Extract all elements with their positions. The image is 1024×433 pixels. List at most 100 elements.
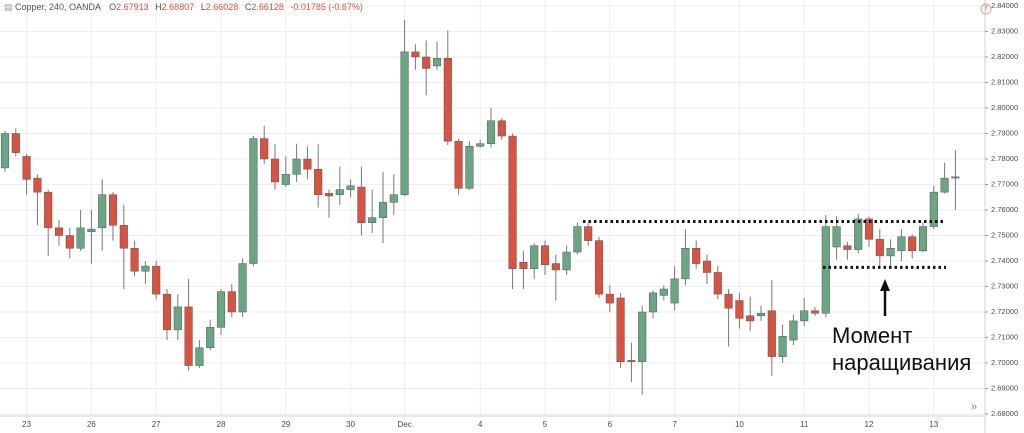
- arrow-head: [880, 279, 890, 291]
- ohlc-label: H: [155, 2, 162, 12]
- x-tick-label: 13: [929, 420, 938, 429]
- candle-body: [713, 272, 722, 295]
- candle-body: [508, 135, 517, 269]
- candle-body: [173, 306, 182, 331]
- candle-body: [476, 143, 485, 147]
- candle-body: [897, 236, 906, 252]
- alert-icon[interactable]: [980, 3, 992, 15]
- y-tick-label: 2.78000: [991, 154, 1018, 163]
- candle-body: [864, 218, 874, 240]
- candle-body: [735, 300, 744, 319]
- candle-body: [778, 335, 787, 357]
- candle-body: [411, 51, 420, 58]
- candle-body: [854, 218, 863, 250]
- candle-body: [821, 226, 830, 314]
- candle-body: [681, 248, 690, 280]
- labels: 2.68000 2.69000 2.70000 2.71000 2.72000 2.730…: [22, 1, 1018, 429]
- annotation: наращивания: [832, 350, 971, 375]
- candle-body: [33, 177, 42, 193]
- candle-body: [562, 251, 571, 271]
- candle-body: [886, 248, 895, 257]
- candle-body: [432, 58, 442, 67]
- candle-body: [0, 133, 10, 169]
- candle-body: [800, 310, 809, 322]
- scroll-right-button[interactable]: »: [971, 401, 977, 413]
- candle-body: [670, 278, 679, 304]
- candle-body: [357, 186, 366, 224]
- candle-body: [810, 310, 820, 314]
- candle-body: [594, 240, 604, 295]
- candle-body: [875, 239, 884, 257]
- candle-body: [65, 235, 74, 249]
- candle-body: [918, 226, 928, 252]
- candle-body: [940, 177, 949, 193]
- candle-body: [162, 293, 172, 331]
- x-tick-label: 10: [735, 420, 744, 429]
- candle-body: [389, 194, 398, 203]
- candle-body: [292, 158, 301, 175]
- x-tick-label: 29: [281, 420, 290, 429]
- candle-body: [648, 292, 658, 313]
- candle-body: [314, 168, 323, 195]
- candle-body: [87, 228, 96, 232]
- candle-body: [260, 138, 269, 160]
- candle-body: [303, 158, 312, 170]
- candle-body: [98, 194, 107, 229]
- candle-body: [486, 120, 496, 144]
- candle-body: [443, 58, 452, 142]
- ohlc-value: 2.66028: [206, 2, 239, 12]
- x-tick-label: 12: [865, 420, 874, 429]
- candle-body: [756, 313, 766, 317]
- candle-body: [335, 189, 344, 195]
- y-tick-label: 2.84000: [991, 1, 1018, 10]
- candle-body: [346, 185, 355, 190]
- candle-body: [789, 320, 798, 341]
- change: -0.01785 (-0.67%): [290, 2, 363, 12]
- candle-body: [627, 360, 636, 362]
- x-tick-label: Dec: [397, 420, 411, 429]
- candle-body: [195, 347, 204, 366]
- y-tick-label: 2.71000: [991, 332, 1018, 341]
- alert-icon-mark: !: [985, 6, 987, 13]
- candle-body: [368, 217, 377, 223]
- grid: [0, 0, 985, 416]
- y-tick-label: 2.70000: [991, 358, 1018, 367]
- candle-body: [573, 226, 582, 253]
- candle-body: [692, 248, 701, 264]
- candle-body: [141, 265, 150, 272]
- candle-body: [119, 225, 128, 249]
- candle-body: [184, 306, 193, 366]
- x-tick-label: 6: [608, 420, 613, 429]
- y-tick-label: 2.73000: [991, 281, 1018, 290]
- candle-body: [216, 291, 226, 328]
- ohlc-label: C: [245, 2, 252, 12]
- x-tick-label: 23: [22, 420, 31, 429]
- y-tick-label: 2.72000: [991, 307, 1018, 316]
- candle-body: [422, 56, 431, 69]
- y-tick-label: 2.81000: [991, 77, 1018, 86]
- candle-body: [465, 146, 474, 189]
- x-tick-label: 30: [346, 420, 355, 429]
- candle-body: [951, 176, 960, 179]
- x-tick-label: 27: [152, 420, 161, 429]
- candle-body: [324, 193, 334, 197]
- candles: [0, 20, 960, 395]
- symbol: Copper, 240, OANDA: [15, 2, 101, 12]
- y-tick-label: 2.82000: [991, 52, 1018, 61]
- y-tick-label: 2.76000: [991, 205, 1018, 214]
- candle-body: [843, 245, 852, 250]
- legend-header: ▤ Copper, 240, OANDA O2.67913 H2.68807 L…: [4, 2, 363, 12]
- candle-body: [767, 310, 776, 357]
- candle-body: [616, 297, 625, 362]
- y-tick-label: 2.83000: [991, 26, 1018, 35]
- ohlc-value: 2.67913: [116, 2, 149, 12]
- candle-body: [497, 120, 506, 137]
- candle-body: [638, 311, 647, 362]
- candle-body: [281, 174, 290, 185]
- y-tick-label: 2.68000: [991, 409, 1018, 418]
- candle-body: [530, 245, 539, 269]
- candle-body: [108, 194, 118, 226]
- candle-body: [227, 291, 236, 313]
- candle-body: [519, 262, 528, 269]
